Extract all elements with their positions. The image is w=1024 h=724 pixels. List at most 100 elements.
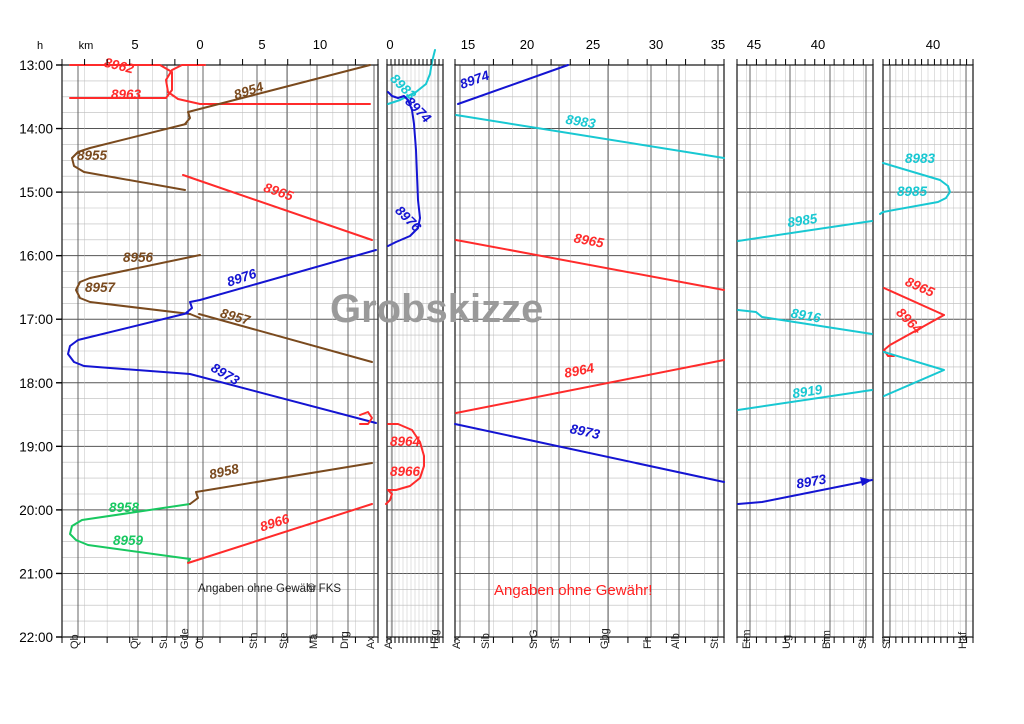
- train-number-8962[interactable]: 8962: [103, 55, 136, 77]
- station-label-sti: Sti: [881, 636, 893, 649]
- time-label: 16:00: [19, 249, 53, 264]
- distance-tick-label: 5: [131, 37, 138, 52]
- distance-tick-label: 25: [586, 37, 600, 52]
- train-line-8957-a[interactable]: [189, 313, 201, 319]
- train-number-8957[interactable]: 8957: [85, 280, 117, 295]
- train-number-8958[interactable]: 8958: [208, 461, 241, 482]
- station-label-alb: Alb: [670, 633, 682, 649]
- train-number-8964[interactable]: 8964: [563, 360, 596, 381]
- train-direction-arrow: [860, 477, 872, 486]
- train-line-8974-p2[interactable]: [387, 91, 421, 219]
- time-axis: 13:00 14:00 15:00 16:00 17:00 18:00 19:00 20:00…: [19, 58, 62, 645]
- train-number-8963[interactable]: 8963: [111, 87, 142, 102]
- train-line-8964-p2[interactable]: [387, 423, 425, 491]
- train-number-8959[interactable]: 8959: [113, 533, 144, 548]
- train-line-8963[interactable]: [69, 64, 173, 99]
- train-line-8976-p2[interactable]: [387, 217, 421, 247]
- train-number-8973[interactable]: 8973: [795, 471, 828, 491]
- train-number-8985[interactable]: 8985: [897, 184, 928, 199]
- unit-km-label: km: [79, 40, 94, 52]
- distance-tick-label: 40: [811, 37, 825, 52]
- station-label-gbg: Gbg: [599, 628, 611, 649]
- time-label: 22:00: [19, 630, 53, 645]
- train-line-8916-p4[interactable]: [737, 309, 873, 335]
- train-line-8955[interactable]: [71, 123, 187, 191]
- train-number-8955[interactable]: 8955: [77, 148, 108, 163]
- station-label-hzg: Hzg: [429, 629, 441, 649]
- distance-tick-label: 5: [258, 37, 265, 52]
- train-line-8966-a[interactable]: [187, 503, 373, 564]
- distance-tick-label: 35: [711, 37, 725, 52]
- time-label: 14:00: [19, 122, 53, 137]
- train-number-8983[interactable]: 8983: [565, 112, 598, 132]
- station-label-ste: Ste: [278, 632, 290, 649]
- station-label-st: St: [550, 639, 562, 649]
- station-label-ax: Ax: [383, 636, 395, 649]
- train-line-8919-p4[interactable]: [737, 389, 873, 411]
- distance-tick-label: 10: [313, 37, 327, 52]
- station-label-gde: Gde: [179, 628, 191, 649]
- station-label-m: Mä: [308, 633, 320, 649]
- train-line-8973-a[interactable]: [67, 312, 377, 424]
- train-line-8985-p4[interactable]: [737, 220, 873, 242]
- footnote-disclaimer-red: Angaben ohne Gewähr!: [494, 582, 652, 599]
- time-label: 19:00: [19, 439, 53, 454]
- distance-tick-label: 20: [520, 37, 534, 52]
- train-line-8956[interactable]: [75, 254, 201, 315]
- train-line-8966-p2[interactable]: [385, 489, 393, 505]
- train-line-8965-a[interactable]: [182, 174, 373, 241]
- distance-axis: 5 0 5 10 0 15 20 25 30 35 45 40 40: [61, 37, 974, 643]
- train-line-8976-a[interactable]: [185, 249, 377, 314]
- station-label-ot: Ot: [194, 637, 206, 649]
- train-number-8964[interactable]: 8964: [390, 434, 421, 449]
- train-lines-layer: [67, 49, 951, 564]
- train-line-8983-p2[interactable]: [387, 49, 436, 105]
- footnote-copyright: © FKS: [307, 583, 341, 595]
- train-number-8966[interactable]: 8966: [390, 464, 421, 479]
- train-line-8983-p3[interactable]: [455, 114, 725, 159]
- train-line-8973-p3[interactable]: [454, 423, 725, 483]
- train-line-8985-p5[interactable]: [879, 211, 884, 215]
- train-line-8962[interactable]: [165, 64, 371, 105]
- train-line-8965-p5[interactable]: [883, 287, 945, 316]
- station-label-qr: Qr: [129, 636, 141, 649]
- station-label-haf: Haf: [957, 631, 969, 649]
- station-label-sti: Sti: [709, 636, 721, 649]
- distance-tick-label: 40: [926, 37, 940, 52]
- train-line-8954[interactable]: [184, 64, 371, 125]
- train-number-8956[interactable]: 8956: [123, 250, 154, 265]
- distance-tick-label: 30: [649, 37, 663, 52]
- train-line-8964-p3[interactable]: [455, 359, 725, 414]
- station-label-etm: Etm: [741, 629, 753, 649]
- train-line-8964-p5[interactable]: [883, 314, 945, 357]
- train-number-8973[interactable]: 8973: [569, 421, 602, 442]
- station-label-ax: Ax: [451, 636, 463, 649]
- train-line-8983b-p5[interactable]: [883, 351, 945, 397]
- train-line-8974-p3[interactable]: [457, 64, 569, 105]
- train-line-8973-p4[interactable]: [737, 479, 873, 505]
- station-label-bim: Bim: [821, 630, 833, 649]
- train-number-8983[interactable]: 8983: [905, 151, 936, 166]
- train-line-8958-green[interactable]: [69, 503, 191, 560]
- train-line-8983-p5[interactable]: [882, 162, 951, 213]
- footnote-disclaimer: Angaben ohne Gewähr: [198, 583, 316, 595]
- train-number-8965[interactable]: 8965: [573, 230, 606, 250]
- train-line-8964-p1[interactable]: [359, 411, 373, 425]
- train-number-8985[interactable]: 8985: [786, 211, 818, 230]
- station-label-drg: Drg: [339, 631, 351, 649]
- station-label-ax: Ax: [365, 636, 377, 649]
- train-line-8959-green[interactable]: [187, 558, 191, 563]
- train-number-8958[interactable]: 8958: [109, 500, 140, 515]
- train-line-8958-brown[interactable]: [189, 462, 373, 505]
- train-line-8957-b[interactable]: [198, 313, 373, 363]
- station-label-fh: Fh: [642, 636, 654, 649]
- train-line-8965-p3[interactable]: [455, 239, 725, 291]
- train-number-8916[interactable]: 8916: [790, 306, 823, 326]
- time-label: 15:00: [19, 185, 53, 200]
- distance-tick-label: 0: [196, 37, 203, 52]
- train-number-8919[interactable]: 8919: [791, 382, 823, 401]
- station-label-sti: Sti: [857, 636, 869, 649]
